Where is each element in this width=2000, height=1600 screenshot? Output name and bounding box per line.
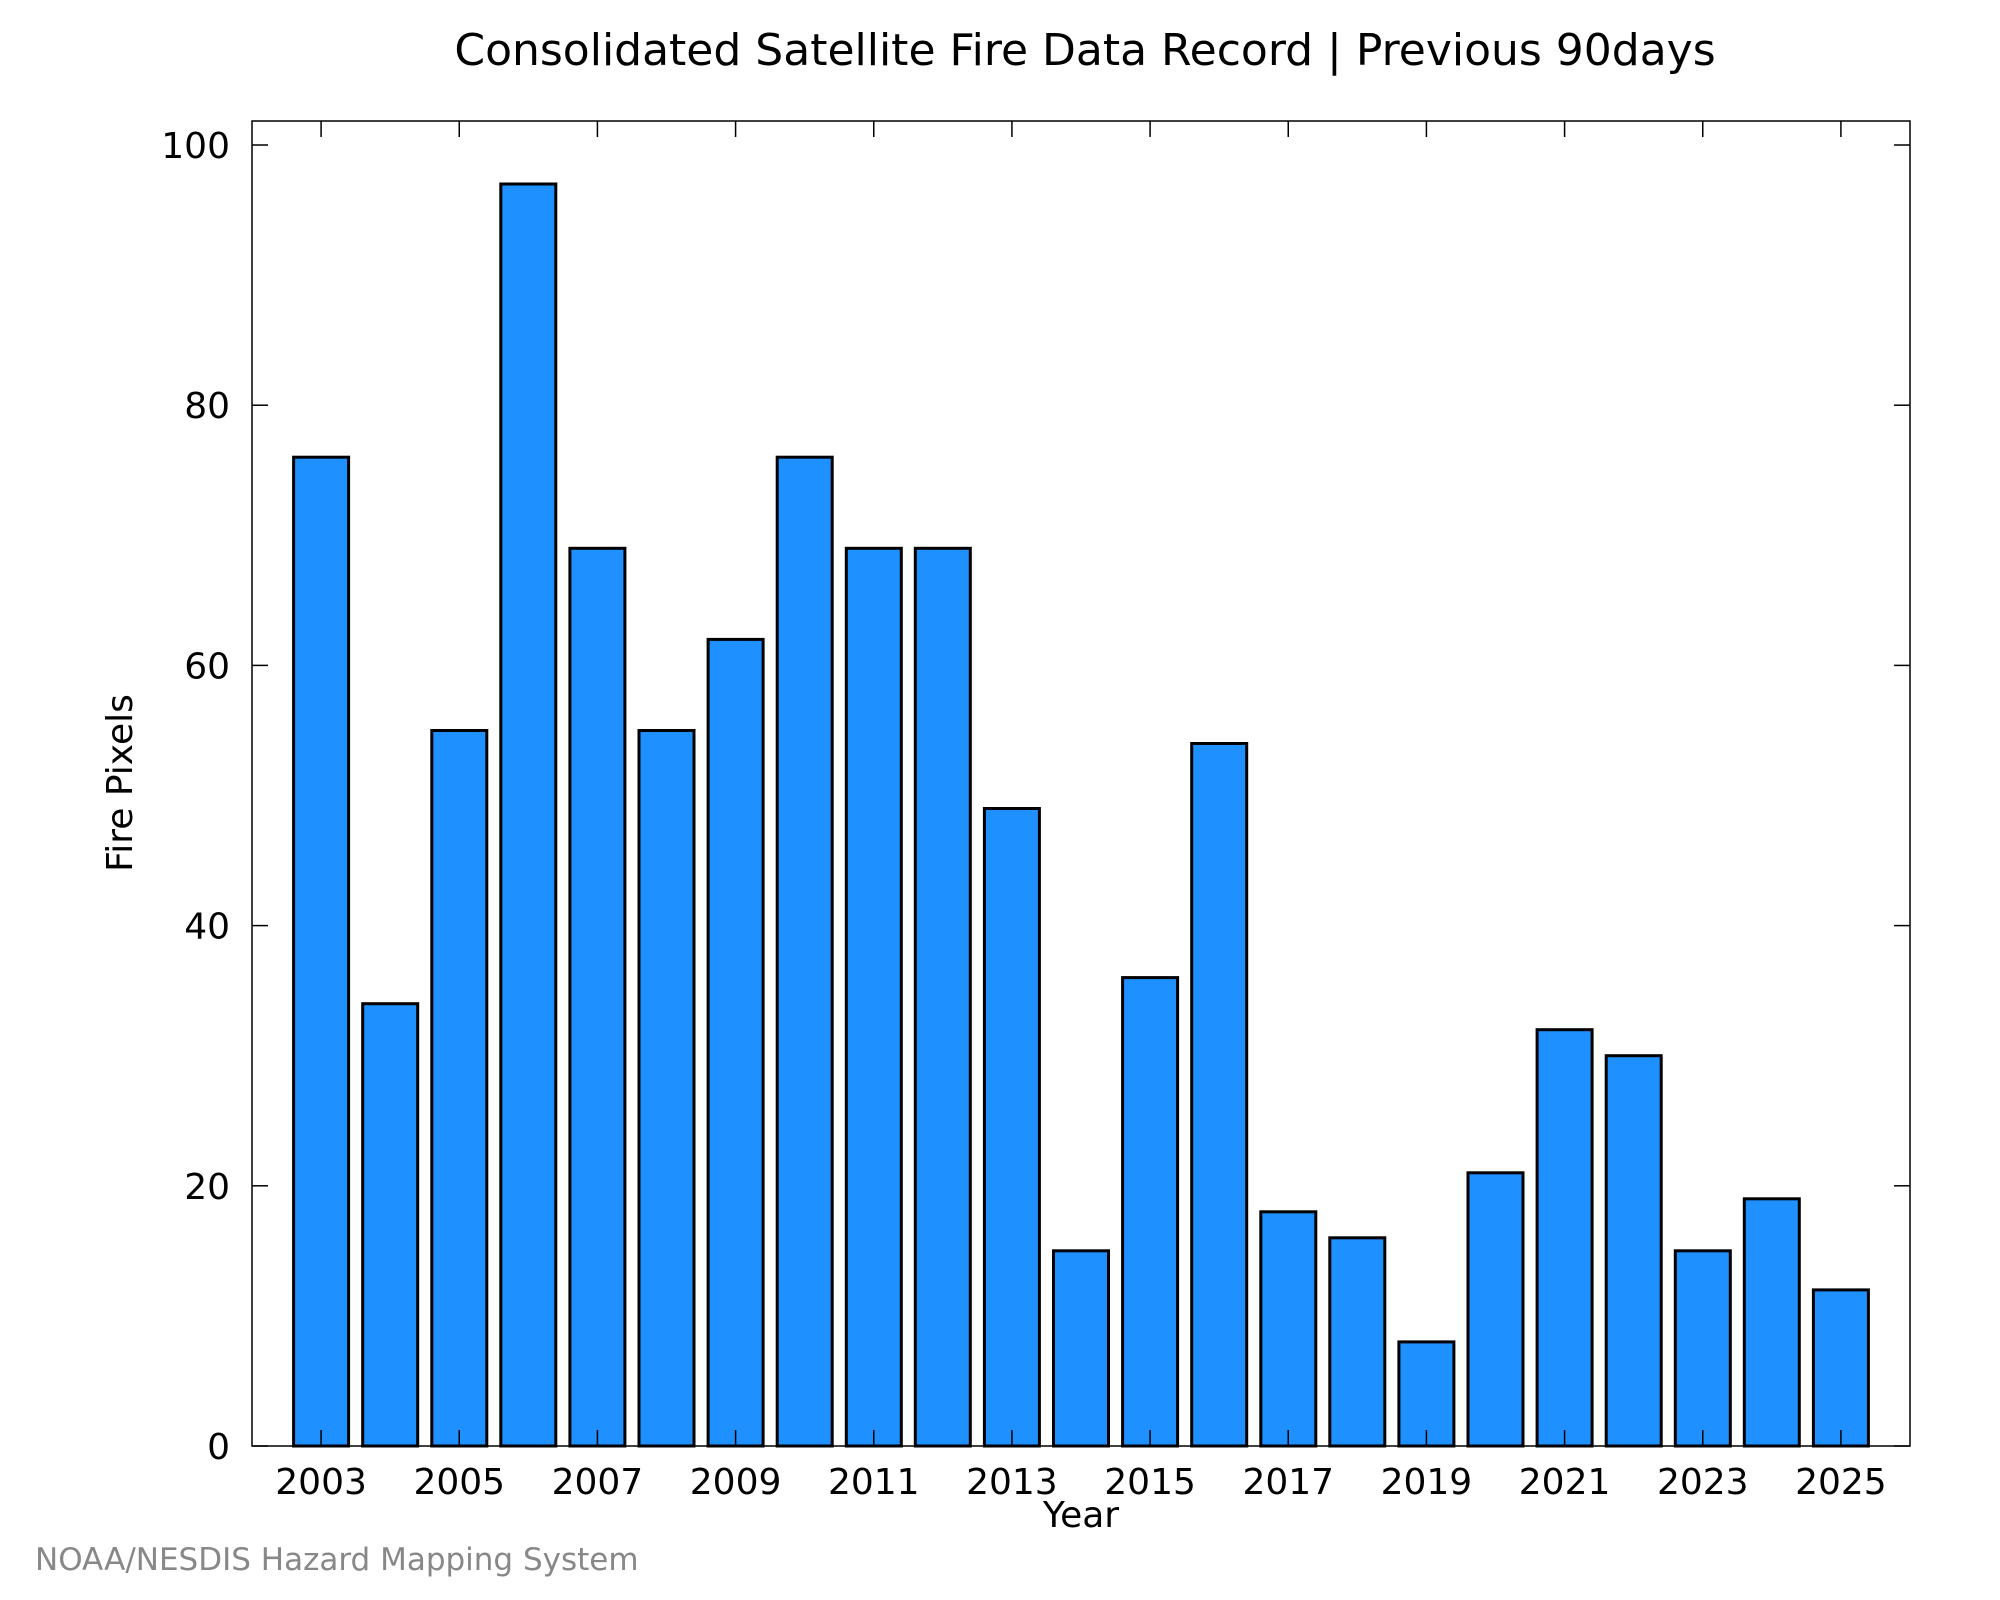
bar-2012 [913, 546, 972, 1448]
bar-2020 [1466, 1171, 1525, 1448]
x-axis-label: Year [1042, 1495, 1119, 1536]
y-tick-label: 20 [184, 1167, 230, 1208]
bar-2024 [1742, 1197, 1801, 1448]
y-tick-label: 0 [207, 1427, 230, 1468]
y-axis-label: Fire Pixels [100, 694, 141, 872]
bar-2008 [637, 729, 696, 1448]
bar-2011 [844, 546, 903, 1448]
bar-2006 [499, 182, 558, 1448]
bar-2003 [292, 455, 351, 1448]
plot-frame [251, 120, 1911, 1447]
bar-2023 [1673, 1249, 1732, 1448]
x-tick-label: 2021 [1519, 1462, 1611, 1503]
bar-2017 [1259, 1210, 1318, 1448]
chart-title: Consolidated Satellite Fire Data Record … [454, 25, 1715, 76]
bar-2009 [706, 637, 765, 1448]
bar-2007 [568, 546, 627, 1448]
bar-2018 [1328, 1236, 1387, 1448]
x-tick-label: 2023 [1657, 1462, 1749, 1503]
x-tick-label: 2005 [413, 1462, 505, 1503]
x-tick-label: 2009 [690, 1462, 782, 1503]
bar-2005 [430, 729, 489, 1448]
bar-2013 [982, 807, 1041, 1448]
x-tick-label: 2017 [1242, 1462, 1334, 1503]
x-tick-label: 2019 [1381, 1462, 1473, 1503]
bar-2022 [1604, 1054, 1663, 1448]
bar-2004 [361, 1002, 420, 1448]
y-tick-label: 40 [184, 907, 230, 948]
x-tick-label: 2011 [828, 1462, 920, 1503]
ticks-group: 0 20 40 60 80 100 2003 2005 2007 2009 2011 2013 2015… [161, 121, 1910, 1503]
bar-2015 [1121, 976, 1180, 1448]
bar-2010 [775, 455, 834, 1448]
bar-2021 [1535, 1028, 1594, 1448]
bar-2016 [1190, 742, 1249, 1448]
y-tick-label: 60 [184, 646, 230, 687]
x-tick-label: 2013 [966, 1462, 1058, 1503]
bars-group [292, 182, 1870, 1448]
x-tick-label: 2003 [275, 1462, 367, 1503]
bar-2025 [1811, 1288, 1870, 1448]
y-tick-label: 100 [161, 126, 230, 167]
bar-2014 [1052, 1249, 1110, 1448]
x-tick-label: 2007 [552, 1462, 644, 1503]
footer-credit: NOAA/NESDIS Hazard Mapping System [35, 1542, 639, 1578]
x-tick-label: 2015 [1104, 1462, 1196, 1503]
x-tick-label: 2025 [1795, 1462, 1887, 1503]
y-tick-label: 80 [184, 386, 230, 427]
